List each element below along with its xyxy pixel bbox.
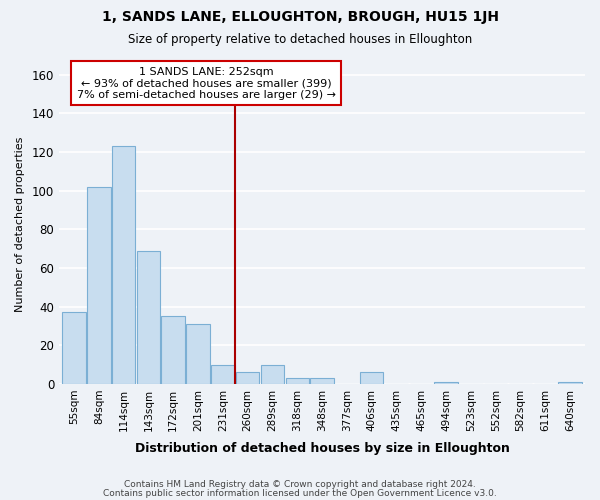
Y-axis label: Number of detached properties: Number of detached properties xyxy=(15,137,25,312)
Bar xyxy=(62,312,86,384)
Bar xyxy=(87,187,110,384)
Bar xyxy=(286,378,309,384)
Bar xyxy=(161,316,185,384)
Bar xyxy=(559,382,582,384)
Bar xyxy=(137,250,160,384)
Text: 1 SANDS LANE: 252sqm
← 93% of detached houses are smaller (399)
7% of semi-detac: 1 SANDS LANE: 252sqm ← 93% of detached h… xyxy=(77,66,336,100)
Bar xyxy=(310,378,334,384)
Bar xyxy=(186,324,210,384)
X-axis label: Distribution of detached houses by size in Elloughton: Distribution of detached houses by size … xyxy=(134,442,509,455)
Text: Contains public sector information licensed under the Open Government Licence v3: Contains public sector information licen… xyxy=(103,488,497,498)
Text: Size of property relative to detached houses in Elloughton: Size of property relative to detached ho… xyxy=(128,32,472,46)
Bar xyxy=(360,372,383,384)
Bar xyxy=(236,372,259,384)
Bar xyxy=(434,382,458,384)
Bar xyxy=(211,364,235,384)
Bar xyxy=(261,364,284,384)
Text: Contains HM Land Registry data © Crown copyright and database right 2024.: Contains HM Land Registry data © Crown c… xyxy=(124,480,476,489)
Text: 1, SANDS LANE, ELLOUGHTON, BROUGH, HU15 1JH: 1, SANDS LANE, ELLOUGHTON, BROUGH, HU15 … xyxy=(101,10,499,24)
Bar xyxy=(112,146,136,384)
